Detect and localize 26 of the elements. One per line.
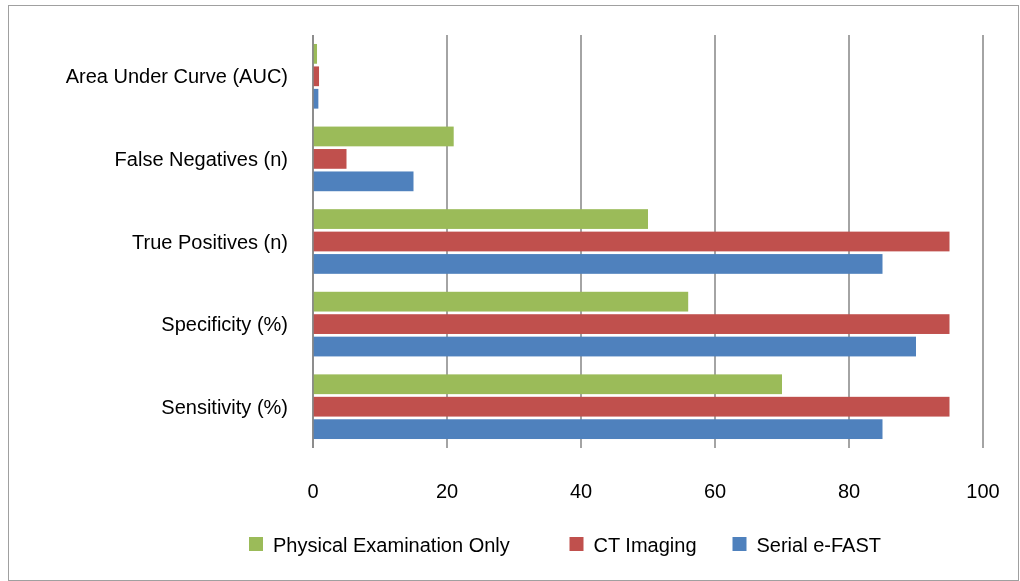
y-tick-label: Area Under Curve (AUC) xyxy=(65,65,288,88)
bar xyxy=(313,231,950,252)
legend-label: Physical Examination Only xyxy=(273,534,510,556)
bar xyxy=(313,336,916,357)
bar xyxy=(313,149,347,169)
bar xyxy=(313,209,648,229)
bar xyxy=(313,254,883,274)
y-tick-label: True Positives (n) xyxy=(132,230,288,253)
x-tick-label: 60 xyxy=(703,480,727,502)
bar xyxy=(313,314,950,334)
y-tick-label: Sensitivity (%) xyxy=(161,395,288,418)
bar xyxy=(313,396,950,417)
bar xyxy=(313,126,454,147)
y-tick-label: Specificity (%) xyxy=(161,313,288,336)
y-tick-label: False Negatives (n) xyxy=(114,147,288,170)
legend-label: Serial e-FAST xyxy=(756,534,881,556)
x-tick-label: 0 xyxy=(307,480,319,502)
bar xyxy=(313,374,782,395)
x-tick-label: 40 xyxy=(569,480,593,502)
legend-label: CT Imaging xyxy=(593,534,697,556)
bar xyxy=(313,291,689,312)
bar xyxy=(313,419,883,440)
x-tick-label: 80 xyxy=(837,480,861,502)
x-tick-label: 20 xyxy=(435,480,459,502)
x-tick-label: 100 xyxy=(966,480,1000,502)
bar xyxy=(313,171,414,192)
